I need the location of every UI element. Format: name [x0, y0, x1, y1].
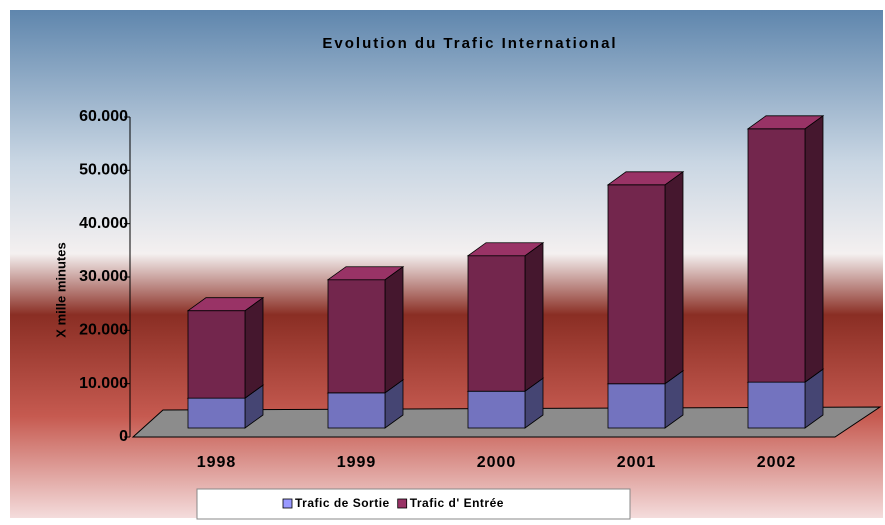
bar [187, 397, 246, 429]
bar [747, 128, 806, 383]
y-tick-label: 40.000 [79, 215, 128, 232]
y-tick-label: 60.000 [79, 108, 128, 125]
legend-label: Trafic d' Entrée [410, 496, 504, 510]
legend-swatch [282, 498, 293, 509]
bar-top [186, 297, 265, 312]
legend [196, 488, 631, 520]
y-tick-label: 0 [119, 428, 128, 445]
bar [747, 381, 806, 429]
bar-side [384, 265, 404, 394]
y-tick-label: 10.000 [79, 375, 128, 392]
bar [467, 255, 526, 392]
bar-top [466, 242, 545, 257]
legend-label: Trafic de Sortie [295, 496, 390, 510]
chart-title: Evolution du Trafic International [322, 35, 617, 52]
bar-top [606, 171, 685, 186]
x-tick-label: 2000 [477, 454, 517, 471]
bar-side [804, 115, 824, 383]
y-tick-label: 50.000 [79, 162, 128, 179]
y-tick-label: 20.000 [79, 322, 128, 339]
bar-side [524, 241, 544, 392]
bar [327, 279, 386, 394]
bar [187, 310, 246, 399]
bar [467, 390, 526, 429]
x-tick-label: 2001 [617, 454, 657, 471]
bar [607, 383, 666, 429]
x-tick-label: 1999 [337, 454, 377, 471]
legend-swatch [397, 498, 408, 509]
bar-top [746, 115, 825, 130]
bar-top [326, 266, 405, 281]
bar-side [664, 171, 684, 385]
bar [327, 392, 386, 429]
bar-side [244, 296, 264, 399]
x-tick-label: 1998 [197, 454, 237, 471]
x-tick-label: 2002 [757, 454, 797, 471]
y-axis-title: X mille minutes [53, 242, 68, 337]
bar [607, 184, 666, 385]
y-tick-label: 30.000 [79, 268, 128, 285]
